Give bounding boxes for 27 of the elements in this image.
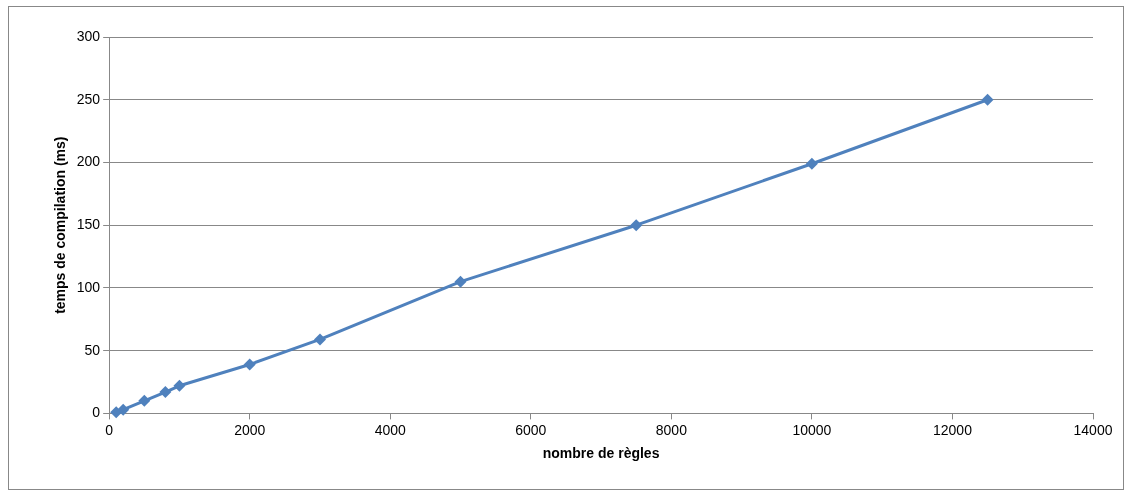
point (313, 333, 326, 346)
y-tick-label: 250 (76, 90, 101, 107)
point (138, 394, 151, 407)
x-tick-label: 0 (105, 421, 114, 438)
y-tick-label: 0 (92, 404, 101, 421)
y-tick-label: 200 (76, 153, 101, 170)
x-axis-title: nombre de règles (542, 445, 660, 462)
x-tick-label: 8000 (655, 421, 688, 438)
point (117, 403, 130, 416)
point (173, 379, 186, 392)
x-tick-label: 10000 (792, 421, 832, 438)
y-tick-label: 100 (76, 278, 101, 295)
y-tick-label: 300 (76, 27, 101, 44)
x-tick-label: 14000 (1073, 421, 1113, 438)
y-tick-label: 150 (76, 216, 101, 233)
point (454, 275, 467, 288)
point (981, 93, 994, 106)
x-tick-label: 12000 (932, 421, 973, 438)
point (243, 358, 256, 371)
point (159, 386, 172, 399)
x-tick-label: 4000 (374, 421, 407, 438)
x-tick-label: 6000 (515, 421, 547, 438)
y-axis-title: temps de compilation (ms) (52, 136, 69, 314)
x-tick-label: 2000 (234, 421, 266, 438)
point (630, 219, 643, 232)
point (805, 157, 818, 170)
y-tick-label: 50 (84, 341, 101, 358)
